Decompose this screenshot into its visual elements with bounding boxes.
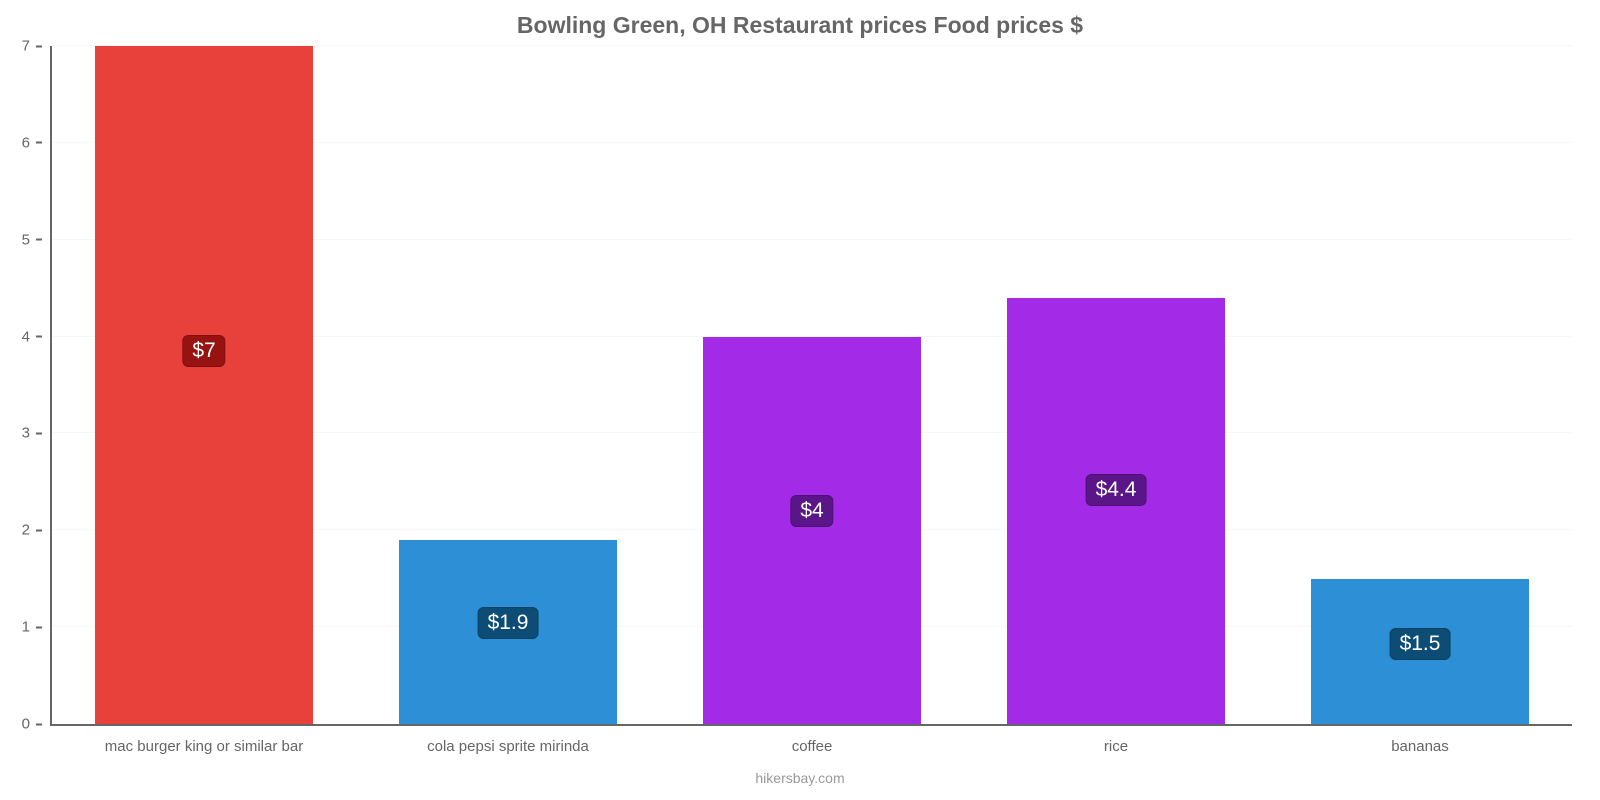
y-tick-mark [36, 142, 42, 144]
y-tick-mark [36, 45, 42, 47]
x-tick-label: rice [1104, 724, 1128, 755]
x-tick-label: mac burger king or similar bar [105, 724, 303, 755]
value-label: $4.4 [1086, 474, 1147, 506]
bar [703, 337, 922, 724]
y-tick: 1 [22, 619, 52, 636]
y-tick-label: 4 [22, 328, 30, 345]
value-label: $1.9 [478, 607, 539, 639]
y-tick: 4 [22, 328, 52, 345]
chart-footer: hikersbay.com [0, 770, 1600, 786]
y-tick-label: 5 [22, 231, 30, 248]
y-tick: 3 [22, 425, 52, 442]
value-label: $4 [790, 495, 833, 527]
x-tick-label: coffee [792, 724, 833, 755]
x-tick-label: bananas [1391, 724, 1449, 755]
y-tick-label: 1 [22, 619, 30, 636]
y-tick-mark [36, 336, 42, 338]
y-tick: 7 [22, 38, 52, 55]
value-label: $1.5 [1390, 628, 1451, 660]
x-tick-label: cola pepsi sprite mirinda [427, 724, 589, 755]
y-tick-label: 3 [22, 425, 30, 442]
bar [1007, 298, 1226, 724]
y-tick-mark [36, 239, 42, 241]
y-tick-label: 6 [22, 134, 30, 151]
y-tick-label: 2 [22, 522, 30, 539]
y-tick-label: 0 [22, 716, 30, 733]
bar [95, 46, 314, 724]
y-tick-mark [36, 723, 42, 725]
y-tick: 5 [22, 231, 52, 248]
y-tick-label: 7 [22, 38, 30, 55]
y-tick: 0 [22, 716, 52, 733]
plot-area: 01234567$7mac burger king or similar bar… [50, 46, 1572, 726]
y-tick: 2 [22, 522, 52, 539]
y-tick: 6 [22, 134, 52, 151]
value-label: $7 [182, 335, 225, 367]
price-bar-chart: Bowling Green, OH Restaurant prices Food… [0, 0, 1600, 800]
y-tick-mark [36, 626, 42, 628]
chart-title: Bowling Green, OH Restaurant prices Food… [0, 12, 1600, 39]
y-tick-mark [36, 432, 42, 434]
y-tick-mark [36, 529, 42, 531]
